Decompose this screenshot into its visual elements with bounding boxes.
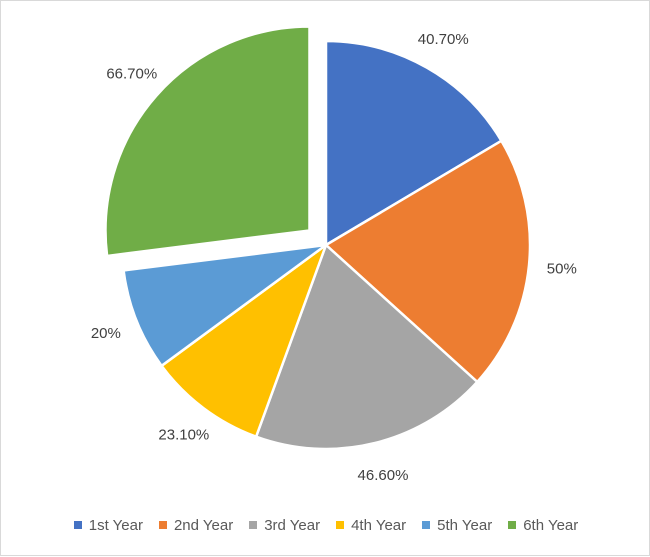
legend-item-6: 6th Year: [508, 517, 578, 534]
legend-item-3: 3rd Year: [249, 517, 320, 534]
pie-slice-2: [324, 139, 532, 384]
legend-label: 4th Year: [351, 516, 407, 534]
data-label-4: 23.10%: [158, 427, 209, 444]
legend-item-1: 1st Year: [73, 516, 143, 534]
legend: 1st Year 2nd Year 3rd Year 4th Year 5th Year…: [1, 513, 650, 537]
data-label-2: 50%: [547, 261, 577, 278]
data-label-6: 66.70%: [106, 66, 157, 83]
pie-slice-4: [160, 243, 328, 438]
legend-label: 5th Year: [437, 516, 493, 534]
data-label-3: 46.60%: [358, 467, 409, 484]
legend-item-4: 4th Year: [336, 517, 406, 534]
legend-label: 2nd Year: [173, 516, 234, 534]
legend-item-2: 2nd Year: [158, 516, 234, 534]
legend-label: 3rd Year: [264, 516, 321, 534]
legend-swatch: [73, 521, 82, 529]
legend-label: 6th Year: [523, 516, 579, 534]
pie-slice-5: [122, 243, 328, 368]
pie-slice-3: [254, 243, 479, 451]
data-label-5: 20%: [91, 325, 121, 342]
legend-swatch: [508, 521, 517, 529]
pie-slice-1: [324, 39, 503, 247]
legend-swatch: [422, 521, 431, 529]
pie-slice-6: [104, 25, 311, 258]
legend-item-5: 5th Year: [422, 517, 492, 534]
legend-swatch: [158, 521, 167, 529]
legend-label: 1st Year: [88, 516, 143, 534]
data-label-1: 40.70%: [418, 31, 469, 48]
legend-swatch: [249, 521, 258, 529]
legend-swatch: [336, 521, 345, 529]
